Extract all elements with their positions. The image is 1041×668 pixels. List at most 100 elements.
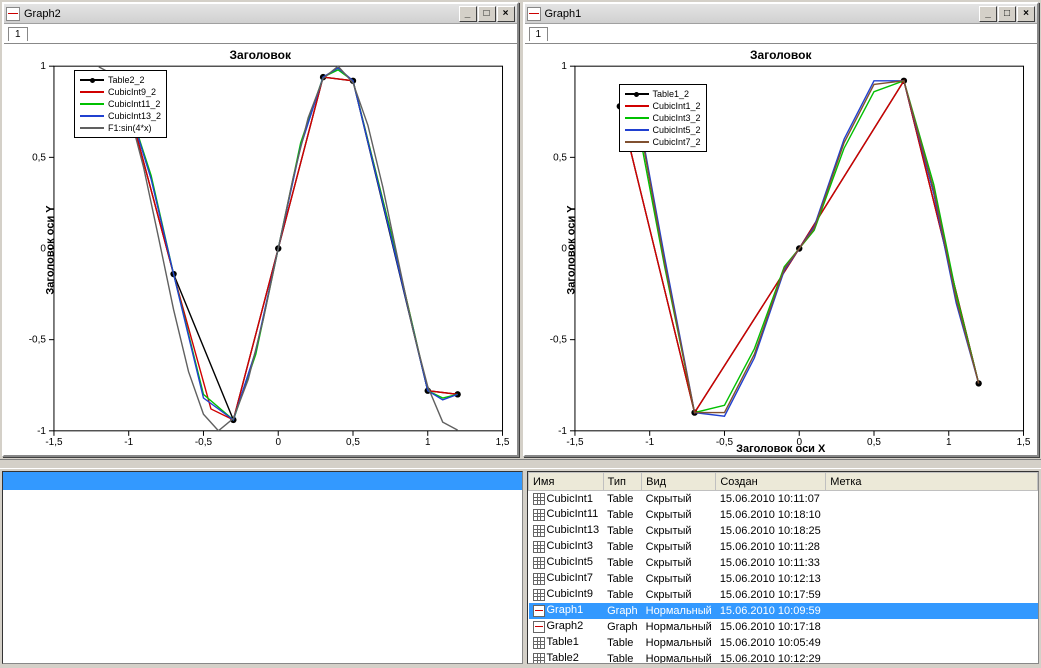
- svg-text:-1: -1: [645, 437, 654, 448]
- legend-item[interactable]: CubicInt11_2: [80, 98, 161, 110]
- legend-label: CubicInt5_2: [653, 125, 701, 135]
- legend-item[interactable]: CubicInt7_2: [625, 136, 701, 148]
- titlebar-graph1[interactable]: Graph1 _ □ ×: [525, 4, 1038, 24]
- object-label: [826, 619, 1038, 635]
- legend-swatch: [80, 75, 104, 85]
- splitter[interactable]: [0, 459, 1041, 469]
- graph-window-icon: [6, 7, 20, 21]
- object-created: 15.06.2010 10:17:18: [716, 619, 826, 635]
- legend-item[interactable]: CubicInt3_2: [625, 112, 701, 124]
- legend-swatch: [80, 111, 104, 121]
- legend-label: CubicInt9_2: [108, 87, 156, 97]
- svg-text:-1,5: -1,5: [45, 437, 63, 448]
- table-row[interactable]: CubicInt11TableСкрытый15.06.2010 10:18:1…: [529, 507, 1038, 523]
- object-label: [826, 539, 1038, 555]
- object-name: CubicInt1: [547, 493, 593, 505]
- maximize-button[interactable]: □: [478, 6, 496, 22]
- svg-text:1: 1: [40, 61, 46, 72]
- object-name: Table1: [547, 636, 579, 648]
- close-button[interactable]: ×: [1017, 6, 1035, 22]
- maximize-button[interactable]: □: [998, 6, 1016, 22]
- table-row[interactable]: CubicInt9TableСкрытый15.06.2010 10:17:59: [529, 587, 1038, 603]
- object-type: Graph: [603, 619, 642, 635]
- legend-swatch: [80, 99, 104, 109]
- legend-swatch: [625, 137, 649, 147]
- legend-label: Table2_2: [108, 75, 145, 85]
- table-icon: [533, 653, 545, 664]
- svg-text:1,5: 1,5: [496, 437, 510, 448]
- object-table[interactable]: ИмяТипВидСозданМеткаCubicInt1TableСкрыты…: [528, 472, 1038, 664]
- legend[interactable]: Table1_2CubicInt1_2CubicInt3_2CubicInt5_…: [619, 84, 707, 152]
- object-view: Нормальный: [642, 603, 716, 619]
- table-row[interactable]: CubicInt3TableСкрытый15.06.2010 10:11:28: [529, 539, 1038, 555]
- legend-item[interactable]: CubicInt1_2: [625, 100, 701, 112]
- table-row[interactable]: Graph2GraphНормальный15.06.2010 10:17:18: [529, 619, 1038, 635]
- object-name: CubicInt11: [547, 508, 599, 520]
- table-row[interactable]: Table1TableНормальный15.06.2010 10:05:49: [529, 635, 1038, 651]
- object-view: Скрытый: [642, 571, 716, 587]
- table-row[interactable]: CubicInt13TableСкрытый15.06.2010 10:18:2…: [529, 523, 1038, 539]
- legend-label: F1:sin(4*x): [108, 123, 152, 133]
- table-row[interactable]: Table2TableНормальный15.06.2010 10:12:29: [529, 651, 1038, 665]
- table-row[interactable]: CubicInt1TableСкрытый15.06.2010 10:11:07: [529, 491, 1038, 507]
- svg-text:0,5: 0,5: [867, 437, 881, 448]
- titlebar-graph2[interactable]: Graph2 _ □ ×: [4, 4, 517, 24]
- legend-label: Table1_2: [653, 89, 690, 99]
- svg-text:1: 1: [425, 437, 431, 448]
- graph-window-icon: [527, 7, 541, 21]
- svg-text:0: 0: [40, 243, 46, 254]
- legend-label: CubicInt11_2: [108, 99, 160, 109]
- svg-text:1: 1: [945, 437, 951, 448]
- svg-text:-1: -1: [37, 426, 46, 437]
- legend-item[interactable]: Table2_2: [80, 74, 161, 86]
- object-list-panel[interactable]: ИмяТипВидСозданМеткаCubicInt1TableСкрыты…: [527, 471, 1039, 664]
- object-created: 15.06.2010 10:12:13: [716, 571, 826, 587]
- legend-item[interactable]: CubicInt13_2: [80, 110, 161, 122]
- bottom-panels: ИмяТипВидСозданМеткаCubicInt1TableСкрыты…: [0, 469, 1041, 666]
- legend-item[interactable]: CubicInt9_2: [80, 86, 161, 98]
- legend-item[interactable]: Table1_2: [625, 88, 701, 100]
- column-header[interactable]: Имя: [529, 473, 604, 491]
- column-header[interactable]: Вид: [642, 473, 716, 491]
- object-created: 15.06.2010 10:11:28: [716, 539, 826, 555]
- legend-swatch: [625, 89, 649, 99]
- legend-swatch: [625, 101, 649, 111]
- object-view: Скрытый: [642, 523, 716, 539]
- column-header[interactable]: Тип: [603, 473, 642, 491]
- object-label: [826, 555, 1038, 571]
- legend[interactable]: Table2_2 CubicInt9_2 CubicInt11_2CubicInt1…: [74, 70, 167, 138]
- object-type: Table: [603, 571, 642, 587]
- results-panel[interactable]: [2, 471, 523, 664]
- object-name: Graph2: [547, 620, 584, 632]
- svg-text:0,5: 0,5: [32, 152, 46, 163]
- close-button[interactable]: ×: [497, 6, 515, 22]
- chart-graph2[interactable]: Заголовок Заголовок оси Y -1,5-1-0,500,5…: [4, 44, 517, 455]
- table-icon: [533, 509, 545, 521]
- minimize-button[interactable]: _: [979, 6, 997, 22]
- chart-graph1[interactable]: Заголовок Заголовок оси Y Заголовок оси …: [525, 44, 1038, 455]
- object-name: CubicInt9: [547, 588, 593, 600]
- object-label: [826, 491, 1038, 507]
- column-header[interactable]: Создан: [716, 473, 826, 491]
- svg-text:1: 1: [561, 61, 567, 72]
- table-row[interactable]: Graph1GraphНормальный15.06.2010 10:09:59: [529, 603, 1038, 619]
- legend-item[interactable]: F1:sin(4*x): [80, 122, 161, 134]
- legend-item[interactable]: CubicInt5_2: [625, 124, 701, 136]
- legend-swatch: [625, 125, 649, 135]
- tab-1[interactable]: 1: [8, 27, 28, 41]
- svg-text:-1: -1: [124, 437, 133, 448]
- object-created: 15.06.2010 10:18:25: [716, 523, 826, 539]
- column-header[interactable]: Метка: [826, 473, 1038, 491]
- object-type: Table: [603, 555, 642, 571]
- table-row[interactable]: CubicInt5TableСкрытый15.06.2010 10:11:33: [529, 555, 1038, 571]
- object-view: Скрытый: [642, 491, 716, 507]
- object-name: Graph1: [547, 604, 584, 616]
- tab-1[interactable]: 1: [529, 27, 549, 41]
- object-type: Table: [603, 491, 642, 507]
- object-label: [826, 603, 1038, 619]
- svg-text:-0,5: -0,5: [29, 335, 47, 346]
- table-row[interactable]: CubicInt7TableСкрытый15.06.2010 10:12:13: [529, 571, 1038, 587]
- graph-icon: [533, 621, 545, 633]
- minimize-button[interactable]: _: [459, 6, 477, 22]
- object-label: [826, 507, 1038, 523]
